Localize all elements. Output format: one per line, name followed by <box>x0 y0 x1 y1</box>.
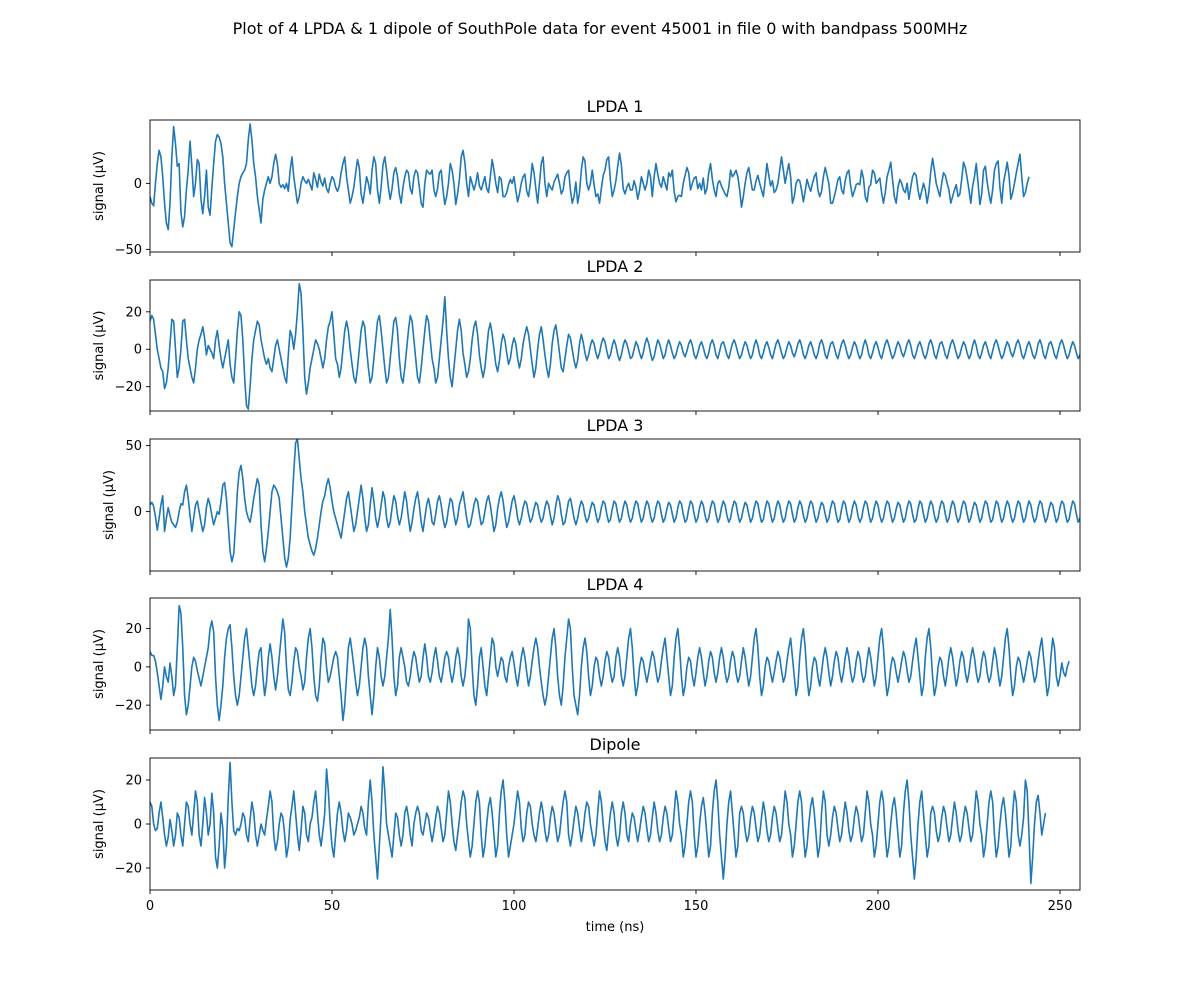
y-tick-label: −50 <box>115 243 142 258</box>
y-tick-label: 0 <box>134 660 142 675</box>
y-axis-label: signal (μV) <box>102 470 117 540</box>
subplot-lpda2: LPDA 2 −20 0 20 signal (μV) <box>92 257 1081 415</box>
subplot-lpda4: LPDA 4 −20 0 20 signal (μV) <box>92 575 1081 734</box>
y-tick-label: 50 <box>125 439 142 454</box>
x-tick-label: 150 <box>684 899 709 914</box>
x-tick-label: 200 <box>866 899 891 914</box>
y-tick-label: −20 <box>115 380 142 395</box>
axes-frame <box>149 438 1081 572</box>
subplot-lpda1: LPDA 1 −50 0 signal (μV) <box>92 97 1081 258</box>
subplot-title: LPDA 1 <box>587 97 644 116</box>
y-tick-label: 0 <box>134 505 142 520</box>
axes-frame <box>149 119 1081 253</box>
x-tick-label: 250 <box>1048 899 1073 914</box>
y-axis-label: signal (μV) <box>92 629 107 699</box>
signal-trace <box>150 439 1080 568</box>
figure-suptitle: Plot of 4 LPDA & 1 dipole of SouthPole d… <box>233 19 968 38</box>
y-axis-label: signal (μV) <box>92 311 107 381</box>
signal-trace <box>150 761 1047 885</box>
subplot-title: LPDA 4 <box>587 575 644 594</box>
axes-frame <box>149 279 1081 412</box>
y-tick-label: 0 <box>134 343 142 358</box>
subplot-title: LPDA 2 <box>587 257 644 276</box>
y-tick-label: 0 <box>134 818 142 833</box>
axes-frame <box>149 597 1081 731</box>
y-tick-label: 0 <box>134 177 142 192</box>
x-axis-label: time (ns) <box>586 920 645 935</box>
y-tick-label: 20 <box>125 774 142 789</box>
y-tick-label: 20 <box>125 622 142 637</box>
signal-trace <box>150 282 1080 410</box>
subplot-title: Dipole <box>590 735 641 754</box>
subplot-dipole: Dipole −20 0 20 signal (μV) 0 50 100 150 200 250 <box>92 735 1081 914</box>
y-tick-label: 20 <box>125 305 142 320</box>
signal-trace <box>150 123 1030 248</box>
x-tick-label: 100 <box>502 899 527 914</box>
subplot-lpda3: LPDA 3 0 50 signal (μV) <box>102 416 1081 575</box>
x-tick-label: 50 <box>324 899 341 914</box>
signal-trace <box>150 604 1070 722</box>
y-tick-label: −20 <box>115 699 142 714</box>
subplot-title: LPDA 3 <box>587 416 644 435</box>
y-axis-label: signal (μV) <box>92 789 107 859</box>
x-tick-label: 0 <box>146 899 154 914</box>
y-tick-label: −20 <box>115 862 142 877</box>
y-axis-label: signal (μV) <box>92 151 107 221</box>
